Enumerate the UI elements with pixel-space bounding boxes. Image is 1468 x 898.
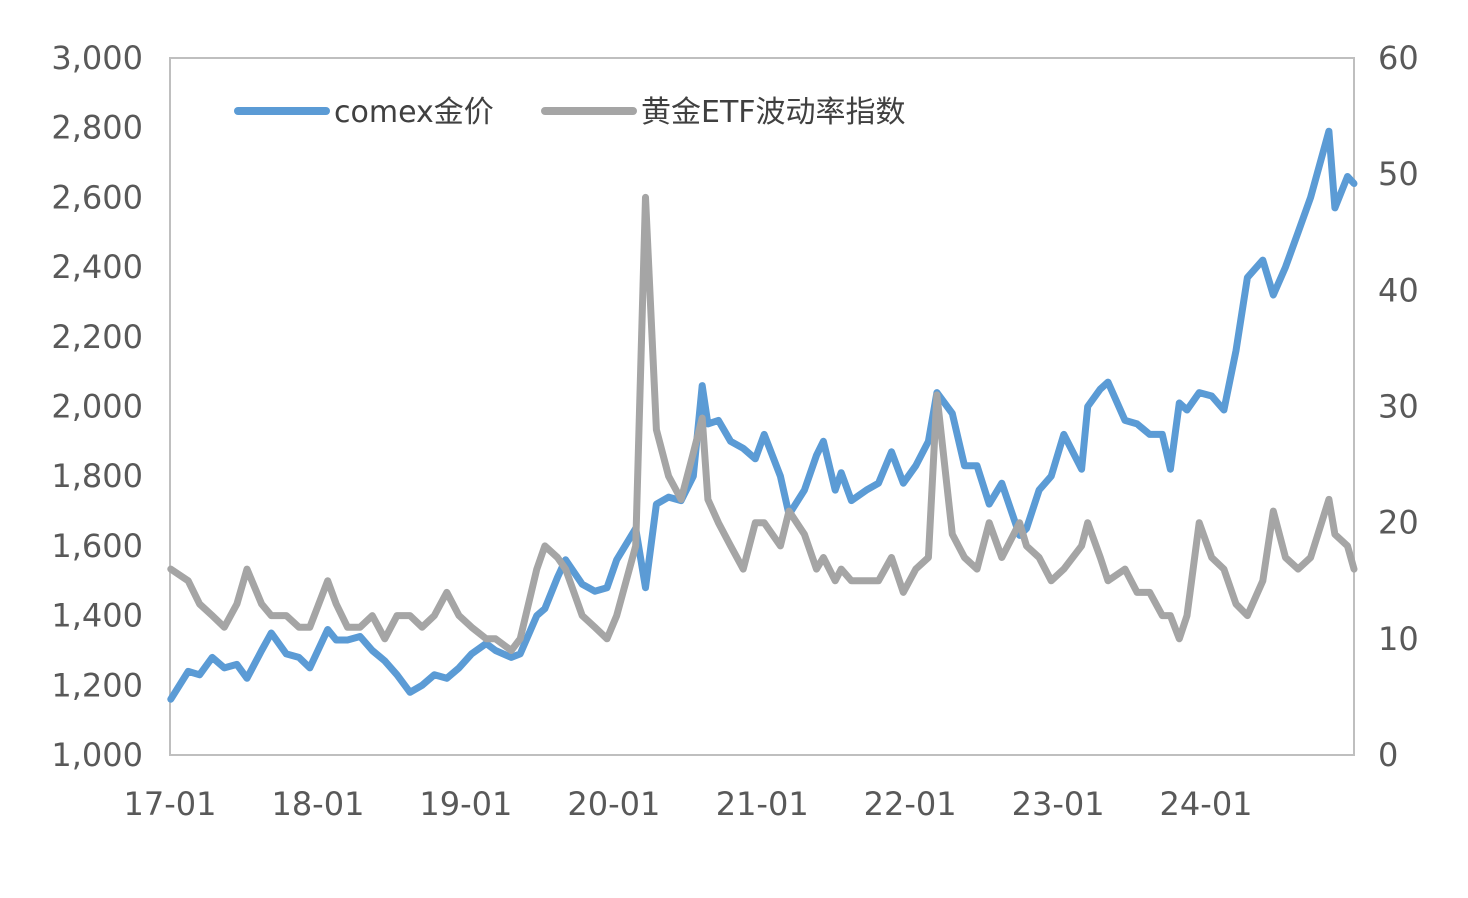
x-tick-label: 19-01 <box>419 785 512 823</box>
legend-label: comex金价 <box>334 95 494 130</box>
right-y-tick-label: 40 <box>1378 271 1419 309</box>
left-y-tick-label: 1,600 <box>51 527 143 565</box>
series-layer <box>167 127 1358 703</box>
series-line <box>167 127 1358 703</box>
plot-area <box>169 57 1355 756</box>
right-y-tick-label: 0 <box>1378 736 1398 774</box>
right-y-tick-label: 10 <box>1378 620 1419 658</box>
left-y-tick-label: 1,200 <box>51 666 143 704</box>
right-y-tick-label: 60 <box>1378 39 1419 77</box>
left-y-tick-label: 2,600 <box>51 178 143 216</box>
x-tick-label: 20-01 <box>567 785 660 823</box>
series-line <box>167 193 1358 654</box>
x-tick-label: 18-01 <box>271 785 364 823</box>
right-y-tick-label: 20 <box>1378 504 1419 542</box>
x-tick-label: 22-01 <box>864 785 957 823</box>
left-y-tick-label: 3,000 <box>51 39 143 77</box>
legend: comex金价 黄金ETF波动率指数 <box>234 95 906 130</box>
left-y-tick-label: 1,000 <box>51 736 143 774</box>
right-y-tick-label: 50 <box>1378 155 1419 193</box>
left-y-tick-label: 2,400 <box>51 248 143 286</box>
x-tick-label: 21-01 <box>716 785 809 823</box>
left-y-axis-ticks: 1,000 1,200 1,400 1,600 1,800 2,000 2,200 2,400… <box>51 39 143 774</box>
left-y-tick-label: 2,000 <box>51 388 143 426</box>
left-y-tick-label: 1,400 <box>51 597 143 635</box>
right-y-axis-ticks: 0 10 20 30 40 50 60 <box>1378 39 1419 774</box>
x-tick-label: 17-01 <box>124 785 217 823</box>
legend-label: 黄金ETF波动率指数 <box>641 95 906 130</box>
x-tick-label: 23-01 <box>1012 785 1105 823</box>
x-axis-ticks: 17-01 18-01 19-01 20-01 21-01 22-01 23-01 24-01 <box>124 785 1253 823</box>
left-y-tick-label: 1,800 <box>51 457 143 495</box>
x-tick-label: 24-01 <box>1160 785 1253 823</box>
left-y-tick-label: 2,800 <box>51 109 143 147</box>
left-y-tick-label: 2,200 <box>51 318 143 356</box>
right-y-tick-label: 30 <box>1378 388 1419 426</box>
